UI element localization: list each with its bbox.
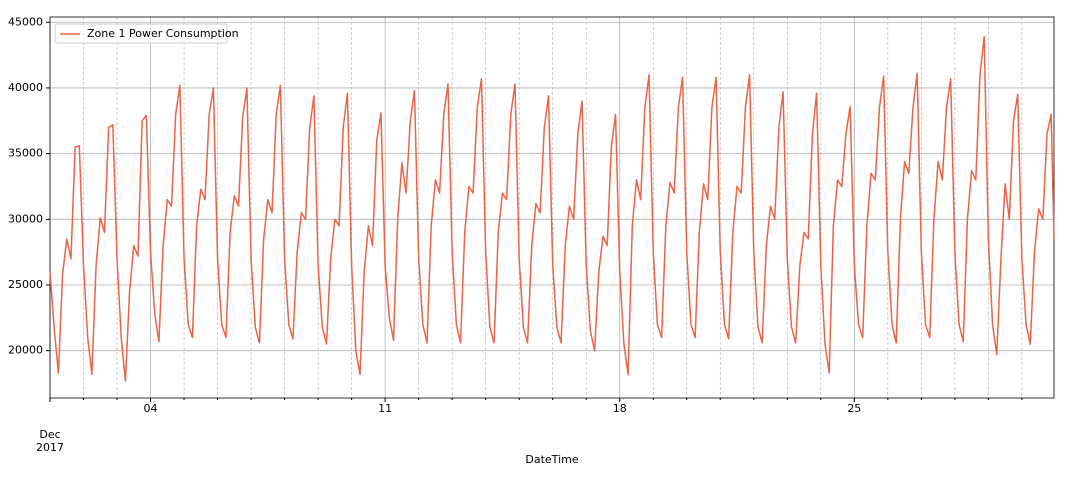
y-tick-label: 20000 — [8, 344, 43, 357]
x-tick-label: 25 — [847, 402, 862, 415]
x-tick-label: 04 — [143, 402, 158, 415]
y-tick-label: 35000 — [8, 147, 43, 160]
x-tick-label: Dec 2017 — [36, 428, 64, 454]
y-tick-label: 45000 — [8, 15, 43, 28]
x-tick-label: 11 — [378, 402, 393, 415]
legend-label: Zone 1 Power Consumption — [87, 27, 239, 40]
x-tick-label: 18 — [612, 402, 627, 415]
y-tick-label: 25000 — [8, 278, 43, 291]
y-tick-label: 30000 — [8, 212, 43, 225]
legend-box — [54, 23, 228, 44]
y-tick-label: 40000 — [8, 81, 43, 94]
line-series — [49, 35, 1055, 382]
x-axis-label: DateTime — [525, 453, 578, 466]
